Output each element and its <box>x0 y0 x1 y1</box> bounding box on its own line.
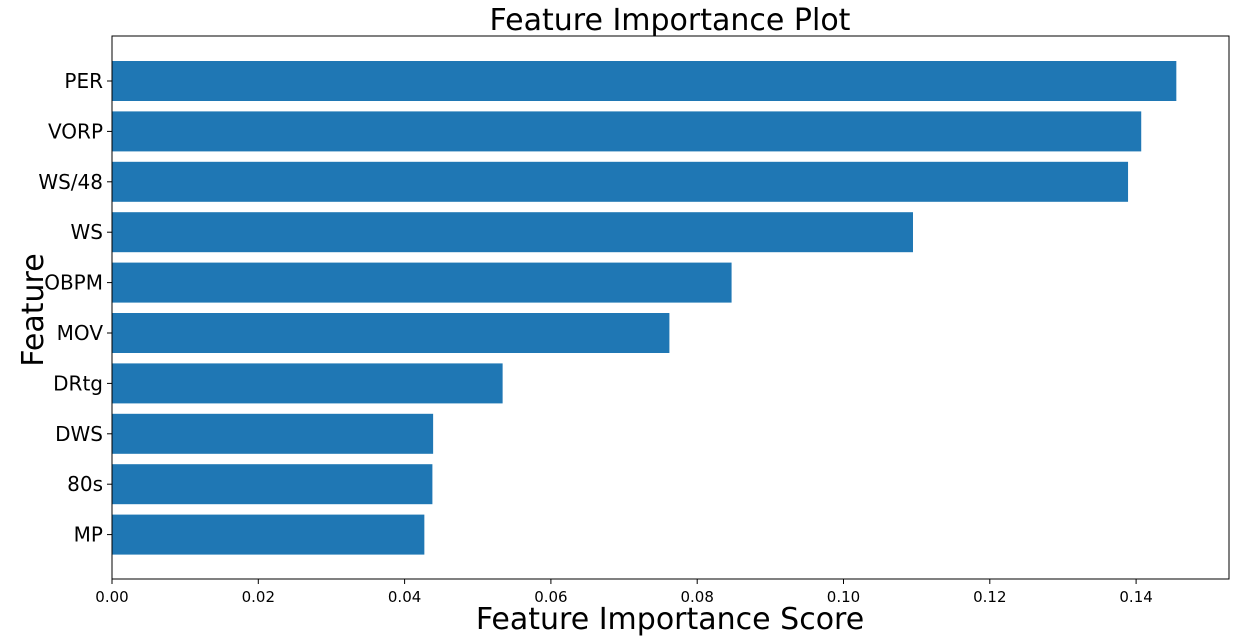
y-tick-label-vorp: VORP <box>48 119 103 143</box>
x-tick-label: 0.14 <box>1119 588 1152 606</box>
bar-mov <box>112 313 670 353</box>
bar-drtg <box>112 363 503 404</box>
y-tick-label-obpm: OBPM <box>44 271 103 295</box>
x-tick-label: 0.00 <box>95 588 128 606</box>
bar-per <box>112 61 1177 101</box>
axes-frame <box>111 35 1230 580</box>
bar-ws <box>112 212 913 253</box>
y-tick-label-drtg: DRtg <box>53 371 103 395</box>
y-tick-label-mp: MP <box>74 523 103 547</box>
x-axis-ticks: 0.00 0.02 0.04 0.06 0.08 0.10 0.12 0.14 <box>95 579 1153 606</box>
bar-vorp <box>112 111 1142 152</box>
y-tick-label-dws: DWS <box>55 422 103 446</box>
x-tick-label: 0.06 <box>534 588 567 606</box>
y-axis-ticks: PER VORP WS/48 WS OBPM MOV DRtg DWS 80s MP <box>38 69 112 547</box>
y-tick-label-80s: 80s <box>67 472 103 496</box>
chart-title: Feature Importance Plot <box>490 3 851 38</box>
bars-layer <box>112 61 1177 555</box>
x-tick-label: 0.04 <box>388 588 421 606</box>
x-axis-label: Feature Importance Score <box>476 602 864 637</box>
x-tick-label: 0.10 <box>827 588 860 606</box>
y-axis-label: Feature <box>16 253 51 366</box>
bar-80s <box>112 464 433 505</box>
x-tick-label: 0.08 <box>680 588 713 606</box>
y-tick-label-ws: WS <box>71 220 103 244</box>
y-tick-label-mov: MOV <box>57 321 104 345</box>
y-tick-label-per: PER <box>64 69 103 93</box>
bar-ws-48 <box>112 161 1129 202</box>
bar-obpm <box>112 262 732 303</box>
x-tick-label: 0.02 <box>242 588 275 606</box>
y-tick-label-ws-48: WS/48 <box>38 170 103 194</box>
x-tick-label: 0.12 <box>973 588 1006 606</box>
bar-dws <box>112 413 434 454</box>
bar-mp <box>112 514 425 555</box>
